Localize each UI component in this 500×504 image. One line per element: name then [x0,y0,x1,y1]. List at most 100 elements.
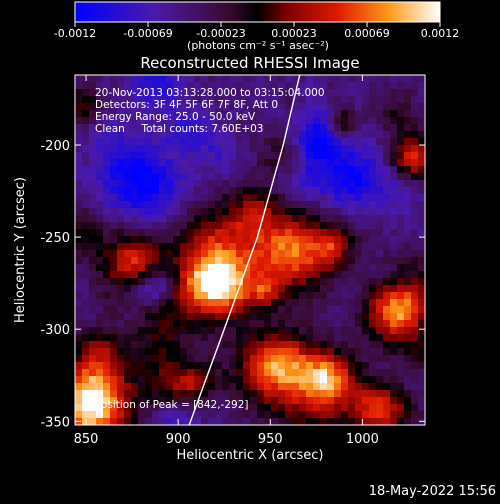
heatmap-cell [180,117,188,125]
heatmap-cell [299,208,307,216]
heatmap-cell [264,327,272,335]
heatmap-cell [96,201,104,209]
heatmap-cell [278,222,286,230]
heatmap-cell [173,229,181,237]
heatmap-cell [187,166,195,174]
heatmap-cell [320,306,328,314]
heatmap-cell [145,180,153,188]
heatmap-cell [145,313,153,321]
heatmap-cell [383,418,391,425]
heatmap-cell [341,306,349,314]
heatmap-cell [418,257,425,265]
heatmap-cell [404,103,412,111]
heatmap-cell [180,390,188,398]
heatmap-cell [180,194,188,202]
heatmap-cell [89,313,97,321]
heatmap-cell [348,229,356,237]
heatmap-cell [348,264,356,272]
heatmap-cell [82,166,90,174]
heatmap-cell [362,152,370,160]
heatmap-cell [278,75,286,83]
heatmap-cell [278,362,286,370]
heatmap-cell [145,306,153,314]
heatmap-cell [110,306,118,314]
heatmap-cell [229,404,237,412]
heatmap-cell [306,292,314,300]
heatmap-cell [411,180,419,188]
heatmap-cell [411,285,419,293]
heatmap-cell [250,334,258,342]
heatmap-cell [292,152,300,160]
heatmap-cell [166,215,174,223]
heatmap-cell [82,320,90,328]
heatmap-cell [369,418,377,425]
heatmap-cell [313,166,321,174]
heatmap-cell [369,152,377,160]
heatmap-cell [278,418,286,425]
heatmap-cell [117,327,125,335]
heatmap-cell [327,320,335,328]
heatmap-cell [229,348,237,356]
heatmap-cell [348,124,356,132]
heatmap-cell [250,117,258,125]
heatmap-cell [250,103,258,111]
heatmap-cell [152,404,160,412]
heatmap-cell [355,376,363,384]
heatmap-cell [348,327,356,335]
heatmap-cell [208,152,216,160]
heatmap-cell [208,159,216,167]
heatmap-cell [131,278,139,286]
heatmap-cell [348,236,356,244]
heatmap-cell [124,166,132,174]
heatmap-cell [117,131,125,139]
heatmap-cell [264,411,272,419]
heatmap-cell [390,194,398,202]
heatmap-cell [264,166,272,174]
heatmap-cell [299,257,307,265]
heatmap-cell [131,180,139,188]
heatmap-cell [348,194,356,202]
heatmap-cell [103,82,111,90]
heatmap-cell [236,82,244,90]
heatmap-cell [110,201,118,209]
heatmap-cell [117,320,125,328]
heatmap-cell [201,166,209,174]
heatmap-cell [145,187,153,195]
heatmap-cell [278,124,286,132]
heatmap-cell [278,278,286,286]
heatmap-cell [75,320,83,328]
heatmap-cell [236,292,244,300]
heatmap-cell [89,355,97,363]
heatmap-cell [348,341,356,349]
heatmap-cell [334,292,342,300]
heatmap-cell [138,257,146,265]
heatmap-cell [117,180,125,188]
heatmap-cell [89,250,97,258]
heatmap-cell [215,194,223,202]
heatmap-cell [173,341,181,349]
heatmap-cell [110,166,118,174]
heatmap-cell [264,82,272,90]
heatmap-cell [369,257,377,265]
heatmap-cell [75,222,83,230]
heatmap-cell [306,215,314,223]
heatmap-cell [124,145,132,153]
heatmap-cell [418,278,425,286]
heatmap-cell [117,264,125,272]
heatmap-cell [117,222,125,230]
heatmap-cell [250,222,258,230]
heatmap-cell [404,404,412,412]
heatmap-cell [327,110,335,118]
heatmap-cell [236,229,244,237]
heatmap-cell [383,327,391,335]
heatmap-cell [110,327,118,335]
heatmap-cell [229,334,237,342]
heatmap-cell [201,327,209,335]
heatmap-cell [82,285,90,293]
heatmap-cell [215,418,223,425]
heatmap-cell [229,166,237,174]
heatmap-cell [180,271,188,279]
heatmap-cell [222,299,230,307]
heatmap-cell [278,285,286,293]
heatmap-cell [418,334,425,342]
